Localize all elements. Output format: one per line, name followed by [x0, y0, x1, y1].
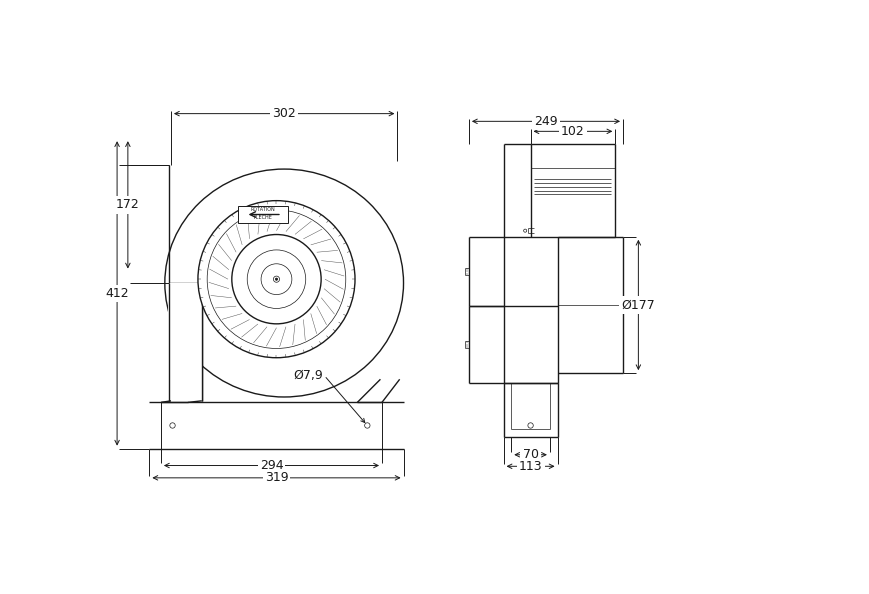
Circle shape — [273, 276, 279, 282]
Text: 294: 294 — [259, 459, 283, 472]
Circle shape — [231, 235, 321, 324]
Circle shape — [198, 201, 355, 358]
Bar — [238, 206, 288, 223]
Circle shape — [527, 423, 533, 428]
Text: 319: 319 — [264, 472, 288, 484]
Bar — [168, 283, 203, 401]
Text: Ø7,9: Ø7,9 — [293, 369, 322, 382]
Circle shape — [275, 278, 277, 280]
Circle shape — [169, 423, 175, 428]
Text: 412: 412 — [105, 287, 129, 300]
Ellipse shape — [164, 169, 403, 397]
Text: 113: 113 — [518, 460, 541, 473]
Text: ROTATION: ROTATION — [250, 207, 275, 213]
Circle shape — [523, 229, 526, 232]
Text: Ø177: Ø177 — [620, 298, 654, 311]
Text: 102: 102 — [561, 125, 584, 138]
Text: FLÈCHE: FLÈCHE — [253, 215, 272, 220]
Text: 302: 302 — [272, 107, 295, 120]
Circle shape — [261, 264, 291, 295]
Text: 172: 172 — [116, 198, 140, 211]
Circle shape — [364, 423, 369, 428]
Text: 70: 70 — [522, 448, 538, 461]
Circle shape — [247, 250, 305, 308]
Text: 249: 249 — [534, 115, 557, 128]
